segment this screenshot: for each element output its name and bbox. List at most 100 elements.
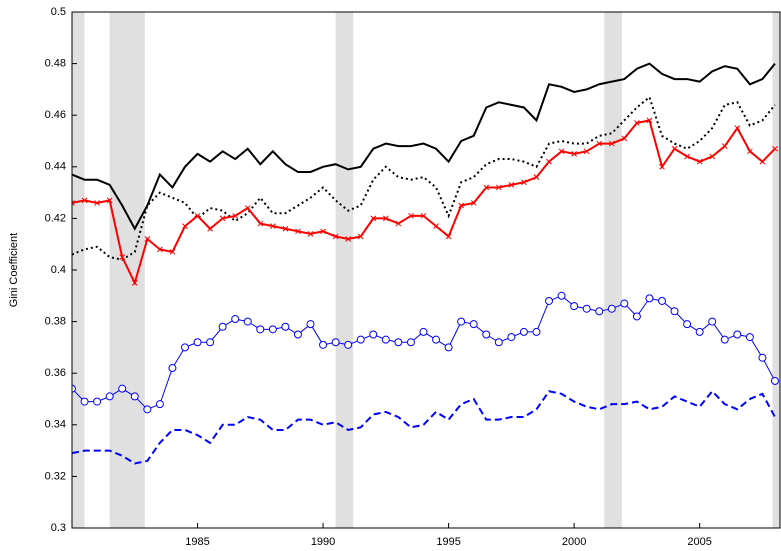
point-marker (231, 315, 240, 324)
plot-frame (71, 11, 781, 529)
y-tick-label: 0.3 (51, 522, 66, 534)
point-marker (659, 163, 665, 170)
x-tick-label: 1990 (311, 536, 335, 548)
point-marker (658, 296, 666, 305)
y-tick-label: 0.32 (45, 470, 66, 482)
point-marker (319, 340, 328, 349)
x-tick-label: 1985 (185, 536, 209, 548)
point-marker (243, 317, 252, 326)
shaded-period (604, 12, 622, 528)
point-marker (708, 317, 717, 326)
point-marker (508, 182, 515, 188)
point-marker (458, 202, 465, 209)
point-marker (507, 333, 516, 342)
point-marker (432, 335, 441, 344)
point-marker (344, 340, 353, 349)
series-line (72, 389, 776, 465)
point-marker (546, 158, 552, 165)
point-marker (155, 400, 164, 409)
point-marker (157, 246, 163, 253)
series-line (72, 295, 776, 410)
point-marker (345, 236, 352, 242)
series-line (72, 119, 776, 286)
point-marker (408, 212, 414, 219)
point-marker (268, 325, 277, 334)
point-marker (306, 320, 315, 329)
point-marker (495, 184, 502, 191)
point-marker (394, 338, 403, 347)
point-marker (169, 249, 176, 255)
point-marker (747, 148, 753, 155)
point-marker (269, 223, 276, 229)
point-marker (595, 307, 604, 316)
point-marker (281, 322, 290, 331)
point-marker (720, 335, 729, 344)
point-marker (632, 312, 641, 321)
y-axis-label: Gini Coefficient (8, 233, 20, 307)
y-tick-label: 0.42 (45, 212, 66, 224)
series-line (72, 62, 776, 231)
point-marker (94, 200, 100, 206)
point-marker (182, 223, 188, 229)
point-marker (131, 280, 138, 286)
point-marker (356, 335, 365, 344)
point-marker (770, 376, 779, 385)
point-marker (645, 294, 654, 303)
point-marker (168, 364, 177, 373)
y-tick-label: 0.48 (45, 58, 66, 70)
y-tick-label: 0.5 (51, 6, 66, 18)
point-marker (533, 174, 540, 180)
point-marker (370, 215, 377, 222)
point-marker (72, 384, 76, 393)
point-marker (93, 397, 102, 406)
point-marker (709, 153, 716, 160)
point-marker (381, 335, 390, 344)
point-marker (433, 223, 439, 229)
point-marker (620, 299, 629, 308)
point-marker (469, 320, 478, 329)
point-marker (695, 327, 704, 336)
point-marker (320, 228, 326, 235)
point-marker (670, 307, 679, 316)
point-marker (721, 143, 728, 150)
point-marker (571, 151, 577, 157)
point-marker (256, 325, 265, 334)
point-marker (683, 320, 692, 329)
point-marker (545, 296, 554, 305)
point-marker (307, 231, 314, 237)
plot-area (72, 12, 780, 528)
point-marker (244, 205, 251, 211)
point-marker (444, 343, 453, 352)
point-marker (621, 135, 628, 142)
point-marker (596, 140, 603, 147)
point-marker (419, 327, 428, 336)
point-marker (72, 200, 75, 206)
point-marker (607, 304, 616, 313)
point-marker (105, 392, 114, 401)
series-line (72, 95, 776, 261)
point-marker (206, 338, 215, 347)
point-marker (106, 197, 113, 204)
point-marker (232, 212, 239, 219)
y-tick-label: 0.44 (45, 161, 66, 173)
point-marker (382, 215, 389, 222)
point-marker (558, 148, 565, 155)
point-marker (482, 330, 491, 339)
point-marker (759, 158, 766, 165)
point-marker (671, 145, 678, 152)
point-marker (696, 158, 703, 165)
point-marker (445, 233, 452, 240)
point-marker (582, 304, 591, 313)
point-marker (257, 220, 264, 227)
point-marker (193, 338, 202, 347)
point-marker (332, 233, 339, 240)
point-marker (583, 148, 590, 155)
shaded-period (772, 12, 780, 528)
y-tick-label: 0.38 (45, 316, 66, 328)
point-marker (470, 200, 477, 206)
point-marker (532, 327, 541, 336)
point-marker (81, 197, 88, 204)
x-tick-label: 2000 (562, 536, 586, 548)
point-marker (219, 215, 226, 222)
